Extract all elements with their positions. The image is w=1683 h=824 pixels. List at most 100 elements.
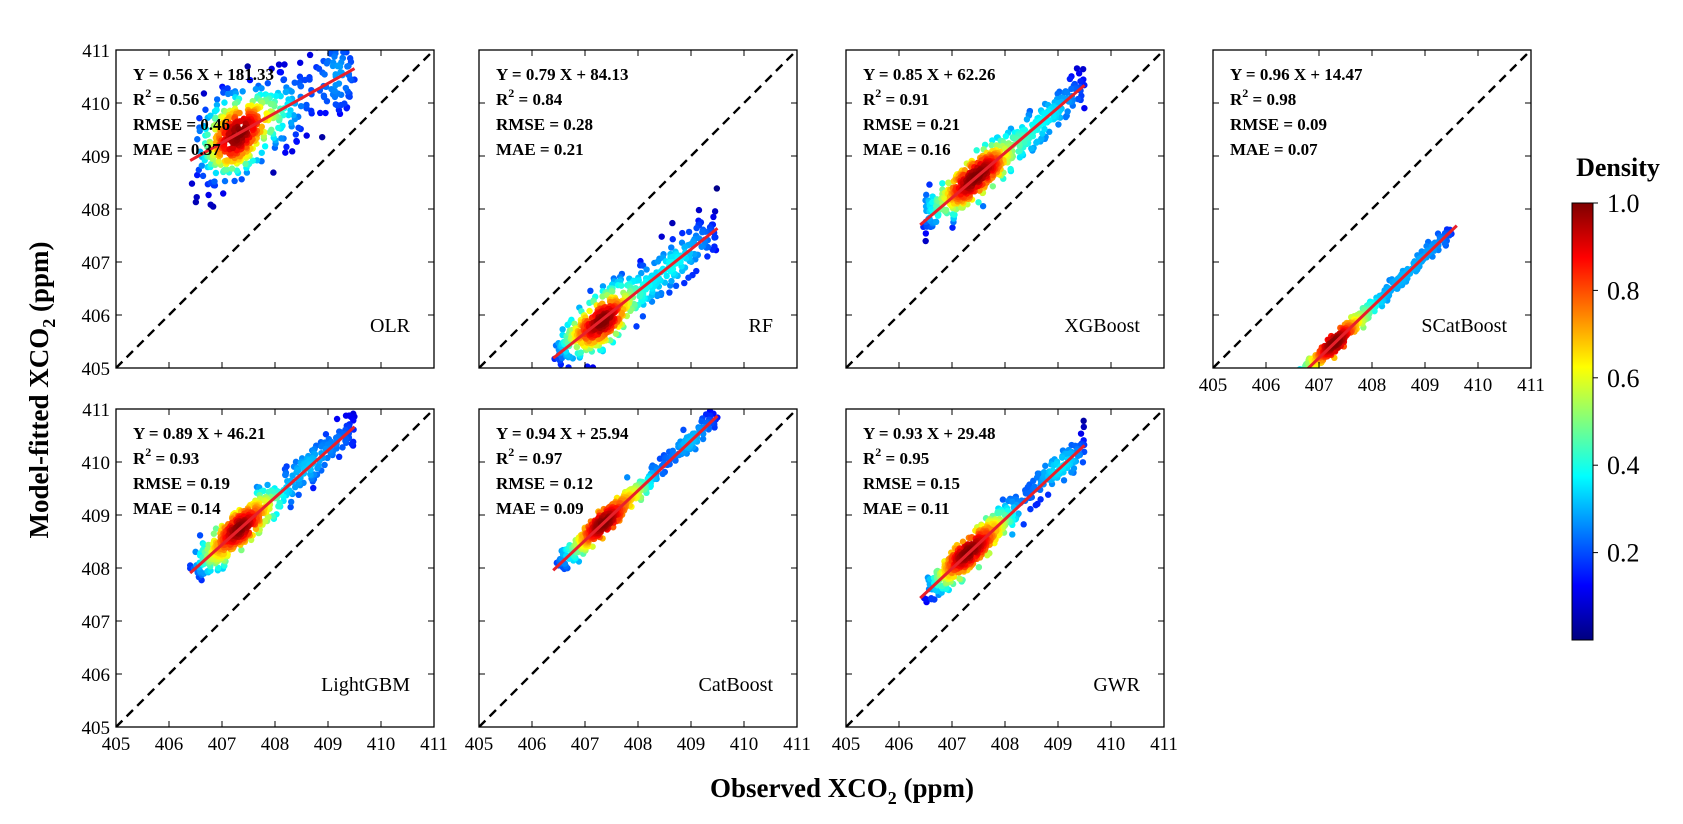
data-point xyxy=(1295,372,1301,378)
data-point xyxy=(196,127,203,135)
data-point xyxy=(1080,417,1087,425)
data-point xyxy=(315,462,323,469)
regression-equation: Y = 0.93 X + 29.48 xyxy=(863,424,996,443)
data-point xyxy=(653,291,661,298)
data-point xyxy=(1289,376,1295,382)
fit-line xyxy=(919,444,1086,600)
x-tick-label: 409 xyxy=(677,734,706,755)
model-label: CatBoost xyxy=(699,674,774,696)
data-point xyxy=(289,148,296,155)
data-point xyxy=(599,283,607,290)
regression-equation: Y = 0.79 X + 84.13 xyxy=(496,65,629,84)
data-point xyxy=(265,488,272,496)
data-point xyxy=(303,132,310,139)
fit-line xyxy=(1306,224,1458,368)
data-point xyxy=(922,237,929,245)
data-point xyxy=(618,309,625,317)
data-point xyxy=(704,253,711,260)
x-tick-label: 411 xyxy=(1517,375,1545,396)
data-point xyxy=(282,88,290,96)
data-point xyxy=(1015,148,1022,155)
colorbar-tick-label: 1.0 xyxy=(1607,189,1640,218)
data-point xyxy=(562,370,568,376)
x-tick-label: 408 xyxy=(1358,375,1387,396)
plot-area xyxy=(479,50,797,376)
x-tick-label: 406 xyxy=(155,734,184,755)
data-point xyxy=(711,234,718,241)
data-point xyxy=(1289,381,1295,387)
data-point xyxy=(633,323,640,330)
data-point xyxy=(295,491,302,499)
data-point xyxy=(1073,65,1081,72)
data-point xyxy=(1081,104,1088,112)
data-point xyxy=(293,137,300,145)
data-point xyxy=(1297,374,1303,380)
data-point xyxy=(196,114,203,122)
data-point xyxy=(995,509,1003,517)
x-tick-label: 408 xyxy=(991,734,1020,755)
data-point xyxy=(242,160,249,168)
data-point xyxy=(282,149,289,156)
data-point xyxy=(668,244,675,251)
y-tick-label: 407 xyxy=(82,253,111,274)
y-axis-title: Model-fitted XCO2 (ppm) xyxy=(24,242,59,539)
colorbar-tick-label: 0.6 xyxy=(1607,364,1640,393)
data-point xyxy=(188,180,196,187)
data-point xyxy=(1077,78,1084,85)
data-point xyxy=(928,595,935,602)
data-point xyxy=(275,61,283,68)
data-point xyxy=(666,289,673,296)
data-point xyxy=(1074,95,1082,103)
r-squared: R2 = 0.56 xyxy=(133,86,199,109)
data-point xyxy=(1298,374,1304,380)
data-point xyxy=(342,437,349,445)
data-point xyxy=(335,453,343,461)
data-point xyxy=(984,551,991,559)
data-point xyxy=(198,162,206,169)
mae-value: MAE = 0.11 xyxy=(863,499,950,518)
data-point xyxy=(988,142,995,149)
x-tick-label: 411 xyxy=(1150,734,1178,755)
data-point xyxy=(949,224,956,231)
data-point xyxy=(215,158,222,165)
colorbar-tick-label: 0.8 xyxy=(1607,276,1640,305)
data-point xyxy=(624,474,631,481)
data-point xyxy=(967,534,975,542)
data-point xyxy=(587,287,594,295)
y-tick-label: 411 xyxy=(82,41,110,62)
data-point xyxy=(711,208,719,215)
rmse-value: RMSE = 0.46 xyxy=(133,115,230,134)
data-point xyxy=(989,137,996,144)
data-point xyxy=(324,57,332,65)
x-tick-label: 407 xyxy=(1305,375,1334,396)
data-point xyxy=(1075,70,1083,77)
data-point xyxy=(231,177,238,185)
data-point xyxy=(211,178,218,185)
data-point xyxy=(1037,496,1044,503)
data-point xyxy=(956,575,963,582)
data-point xyxy=(268,65,275,72)
data-point xyxy=(710,401,716,407)
data-point xyxy=(636,293,643,300)
data-point xyxy=(999,496,1007,503)
data-point xyxy=(275,124,282,132)
data-point xyxy=(252,85,260,93)
data-point xyxy=(193,193,200,201)
data-point xyxy=(685,228,693,236)
data-point xyxy=(331,53,338,60)
data-point xyxy=(243,169,251,176)
data-point xyxy=(589,364,597,368)
data-point xyxy=(926,181,933,188)
data-point xyxy=(287,503,294,511)
mae-value: MAE = 0.14 xyxy=(133,499,221,518)
data-point xyxy=(202,125,209,133)
data-point xyxy=(291,484,299,491)
panel-scatboost: 405 406 407 408 409 410 411 Y = 0.96 X + 14.47 R… xyxy=(1199,49,1545,396)
data-point xyxy=(238,546,245,554)
plot-area xyxy=(1213,50,1531,387)
data-point xyxy=(1293,371,1299,377)
data-point xyxy=(1021,126,1029,134)
data-point xyxy=(669,253,677,261)
data-point xyxy=(213,106,220,114)
